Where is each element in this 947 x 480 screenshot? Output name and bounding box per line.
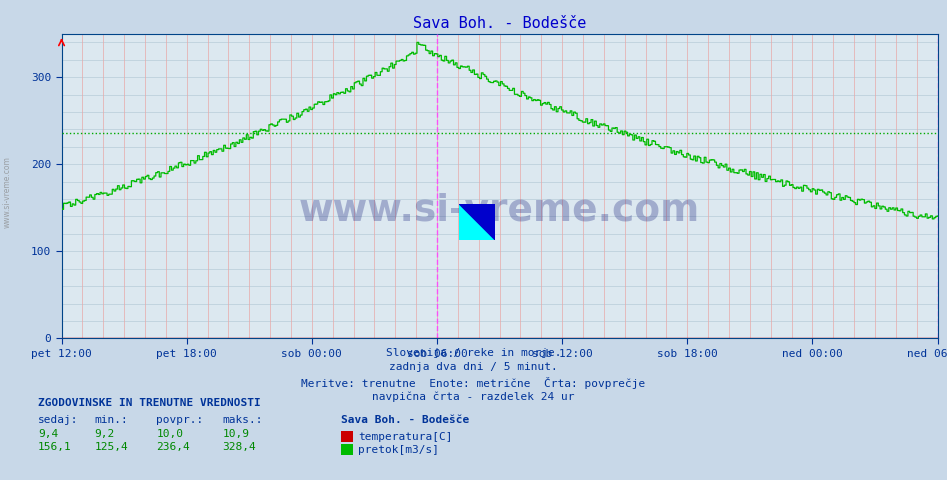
Text: 236,4: 236,4 — [156, 442, 190, 452]
Text: www.si-vreme.com: www.si-vreme.com — [3, 156, 12, 228]
Text: temperatura[C]: temperatura[C] — [358, 432, 453, 442]
Text: ZGODOVINSKE IN TRENUTNE VREDNOSTI: ZGODOVINSKE IN TRENUTNE VREDNOSTI — [38, 397, 260, 408]
Text: Meritve: trenutne  Enote: metrične  Črta: povprečje: Meritve: trenutne Enote: metrične Črta: … — [301, 377, 646, 389]
Text: 328,4: 328,4 — [223, 442, 257, 452]
Polygon shape — [459, 204, 495, 240]
Text: 156,1: 156,1 — [38, 442, 72, 452]
Text: 9,4: 9,4 — [38, 429, 58, 439]
Text: 9,2: 9,2 — [95, 429, 115, 439]
Title: Sava Boh. - Bodešče: Sava Boh. - Bodešče — [413, 16, 586, 31]
Text: Sava Boh. - Bodešče: Sava Boh. - Bodešče — [341, 415, 469, 425]
Text: www.si-vreme.com: www.si-vreme.com — [299, 192, 700, 228]
Text: pretok[m3/s]: pretok[m3/s] — [358, 445, 439, 455]
Text: min.:: min.: — [95, 415, 129, 425]
Text: Slovenija / reke in morje.: Slovenija / reke in morje. — [385, 348, 562, 358]
Text: povpr.:: povpr.: — [156, 415, 204, 425]
Text: maks.:: maks.: — [223, 415, 263, 425]
Polygon shape — [459, 204, 495, 240]
Text: 10,9: 10,9 — [223, 429, 250, 439]
Text: sedaj:: sedaj: — [38, 415, 79, 425]
Text: zadnja dva dni / 5 minut.: zadnja dva dni / 5 minut. — [389, 362, 558, 372]
Text: 125,4: 125,4 — [95, 442, 129, 452]
Text: navpična črta - razdelek 24 ur: navpična črta - razdelek 24 ur — [372, 391, 575, 402]
Text: 10,0: 10,0 — [156, 429, 184, 439]
